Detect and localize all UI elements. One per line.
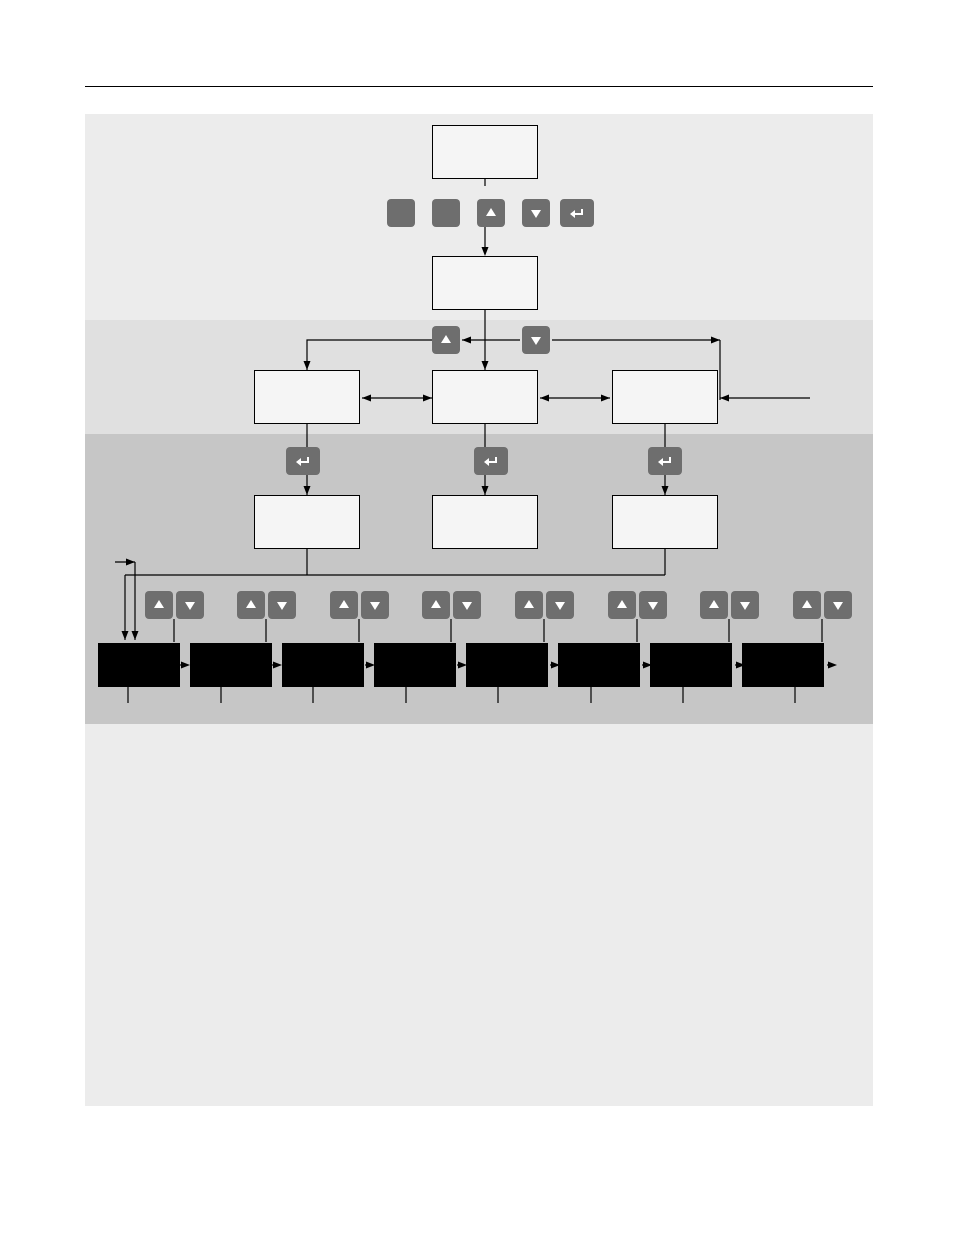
diagram-canvas xyxy=(0,0,954,1235)
arrow-down-icon xyxy=(522,199,550,227)
arrow-down-icon xyxy=(731,591,759,619)
arrow-down-icon xyxy=(453,591,481,619)
arrow-up-icon xyxy=(237,591,265,619)
arrow-up-icon xyxy=(793,591,821,619)
black-box-7 xyxy=(650,643,732,687)
black-box-5 xyxy=(466,643,548,687)
arrow-up-icon xyxy=(515,591,543,619)
key-icon xyxy=(432,199,460,227)
arrow-down-icon xyxy=(176,591,204,619)
arrow-down-icon xyxy=(268,591,296,619)
arrow-down-icon xyxy=(361,591,389,619)
header-rule xyxy=(85,86,873,87)
black-box-6 xyxy=(558,643,640,687)
arrow-down-icon xyxy=(824,591,852,619)
node-l3-left xyxy=(254,495,360,549)
node-root xyxy=(432,125,538,179)
black-box-1 xyxy=(98,643,180,687)
node-l2-right xyxy=(612,370,718,424)
black-box-2 xyxy=(190,643,272,687)
arrow-down-icon xyxy=(639,591,667,619)
black-box-4 xyxy=(374,643,456,687)
enter-icon xyxy=(474,447,508,475)
arrow-down-icon xyxy=(522,326,550,354)
arrow-up-icon xyxy=(608,591,636,619)
black-box-3 xyxy=(282,643,364,687)
black-box-8 xyxy=(742,643,824,687)
enter-icon xyxy=(648,447,682,475)
node-l2-left xyxy=(254,370,360,424)
arrow-up-icon xyxy=(432,326,460,354)
arrow-up-icon xyxy=(477,199,505,227)
key-icon xyxy=(387,199,415,227)
arrow-up-icon xyxy=(700,591,728,619)
arrow-up-icon xyxy=(330,591,358,619)
arrow-up-icon xyxy=(422,591,450,619)
node-l3-right xyxy=(612,495,718,549)
node-l3-mid xyxy=(432,495,538,549)
node-l2-mid xyxy=(432,370,538,424)
enter-icon xyxy=(560,199,594,227)
arrow-down-icon xyxy=(546,591,574,619)
node-level1 xyxy=(432,256,538,310)
arrow-up-icon xyxy=(145,591,173,619)
band-bottom xyxy=(85,724,873,1106)
enter-icon xyxy=(286,447,320,475)
